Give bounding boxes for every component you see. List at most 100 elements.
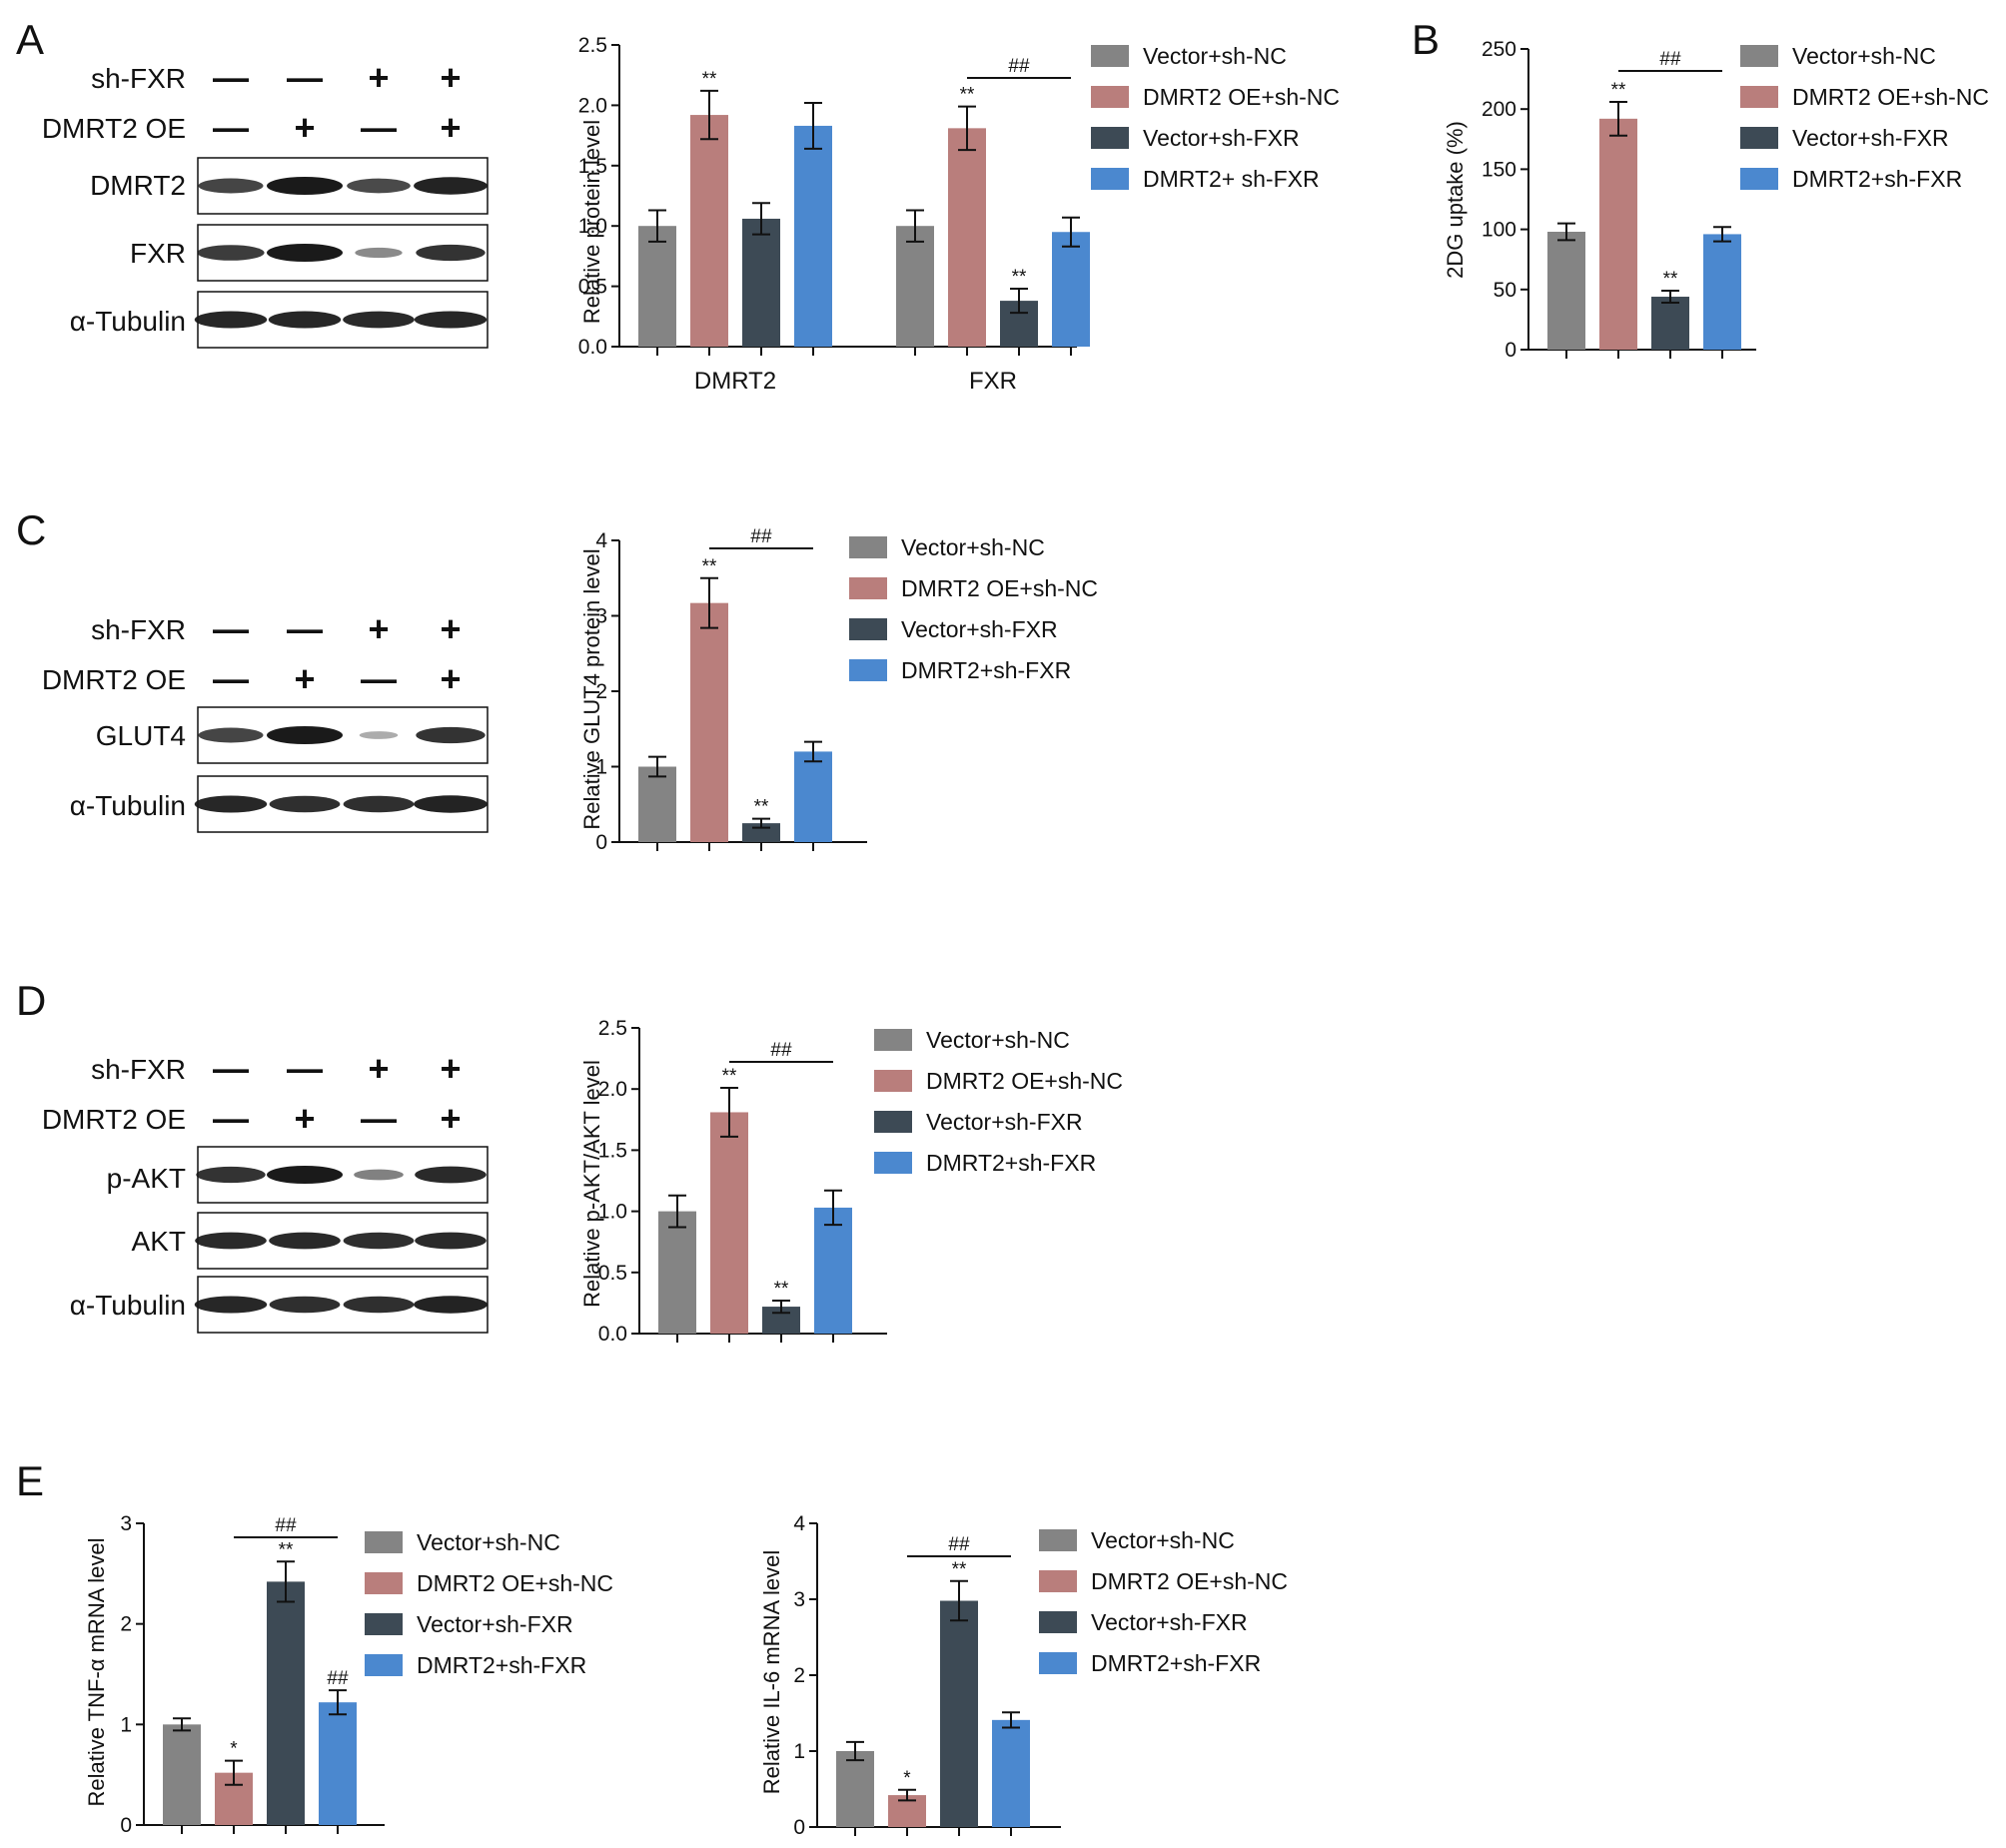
legend-label: DMRT2+sh-FXR (1792, 166, 1962, 192)
sign-sh-fxr-lane-2: — (287, 57, 323, 98)
y-tick-label: 2.0 (598, 1078, 627, 1101)
legend-swatch (1740, 86, 1778, 108)
legend-label: Vector+sh-NC (901, 534, 1045, 560)
bar (267, 1581, 305, 1825)
chart-e1-ylabel: Relative TNF-α mRNA level (84, 1537, 109, 1806)
blot-band-lane-2 (267, 1166, 343, 1184)
y-tick-label: 150 (1482, 158, 1516, 181)
bar (710, 1112, 748, 1334)
bar (690, 602, 728, 842)
significance-label: ** (774, 1279, 789, 1300)
legend-swatch (1039, 1529, 1077, 1551)
sign-dmrt2-oe-lane-2: + (294, 107, 315, 148)
legend-swatch (874, 1152, 912, 1174)
blot-band-lane-4 (414, 177, 488, 195)
sign-dmrt2-oe-lane-3: — (361, 107, 397, 148)
dmrt2-oe-row-label: DMRT2 OE (42, 1104, 186, 1135)
legend-swatch (849, 659, 887, 681)
bar (690, 115, 728, 348)
y-tick-label: 2 (595, 680, 607, 703)
sign-sh-fxr-lane-1: — (213, 57, 249, 98)
sign-sh-fxr-lane-3: + (368, 608, 389, 649)
legend-label: DMRT2+sh-FXR (417, 1652, 586, 1678)
y-tick-label: 0.0 (598, 1323, 627, 1346)
sign-dmrt2-oe-lane-3: — (361, 658, 397, 699)
y-tick-label: 0 (120, 1814, 132, 1837)
blot-band-lane-1 (198, 178, 264, 194)
bar (794, 751, 832, 842)
sign-sh-fxr-lane-2: — (287, 1048, 323, 1089)
significance-label: ** (702, 69, 717, 90)
legend-label: Vector+sh-FXR (1792, 125, 1949, 151)
legend-swatch (1039, 1611, 1077, 1633)
y-tick-label: 2 (793, 1664, 805, 1687)
blot-band-lane-3 (347, 178, 411, 194)
legend-swatch (1091, 168, 1129, 190)
significance-label: ** (1663, 269, 1678, 290)
blot-band-lane-4 (415, 1232, 487, 1250)
sign-dmrt2-oe-lane-1: — (213, 1098, 249, 1139)
sign-sh-fxr-lane-2: — (287, 608, 323, 649)
sign-dmrt2-oe-lane-4: + (440, 1098, 461, 1139)
y-tick-label: 0.5 (578, 276, 607, 299)
significance-label: ** (722, 1066, 737, 1087)
legend-swatch (1740, 168, 1778, 190)
legend-swatch (1091, 127, 1129, 149)
bar (658, 1211, 696, 1334)
y-tick-label: 4 (793, 1512, 805, 1535)
dmrt2-oe-row-label: DMRT2 OE (42, 664, 186, 695)
band-row-fxr (197, 244, 486, 262)
legend-label: Vector+sh-FXR (1091, 1609, 1248, 1635)
blot-label-dmrt2: DMRT2 (90, 170, 186, 201)
sign-dmrt2-oe-lane-1: — (213, 658, 249, 699)
sign-sh-fxr-lane-1: — (213, 1048, 249, 1089)
legend-swatch (874, 1111, 912, 1133)
sh-fxr-row-label: sh-FXR (91, 614, 186, 645)
bracket-label: ## (1659, 49, 1681, 70)
y-tick-label: 3 (595, 605, 607, 628)
legend-label: Vector+sh-NC (1792, 43, 1936, 69)
legend-label: DMRT2 OE+sh-NC (926, 1068, 1123, 1094)
blot-band-lane-1 (197, 245, 265, 261)
significance-label: ** (952, 1559, 967, 1580)
chart-e-tnf-alpha: Relative TNF-α mRNA level 0123***####Vec… (84, 1512, 613, 1837)
legend-swatch (365, 1654, 403, 1676)
legend-label: DMRT2+sh-FXR (1091, 1650, 1261, 1676)
blot-band-lane-3 (354, 1169, 404, 1181)
blot-band-lane-2 (268, 311, 342, 329)
panel-label-e: E (16, 1457, 44, 1504)
bar (1052, 232, 1090, 347)
y-tick-label: 0.5 (598, 1262, 627, 1285)
bar (896, 226, 934, 347)
panel-label-b: B (1412, 16, 1440, 63)
western-blot-a: sh-FXR DMRT2 OE — — + + — + — + DMRT2 FX… (42, 57, 489, 349)
significance-label: ## (327, 1668, 349, 1689)
blot-band-lane-4 (414, 1296, 488, 1314)
sign-dmrt2-oe-lane-4: + (440, 107, 461, 148)
bracket-label: ## (948, 1534, 970, 1555)
legend-label: Vector+sh-FXR (926, 1109, 1083, 1135)
sign-dmrt2-oe-lane-4: + (440, 658, 461, 699)
bar (1651, 297, 1689, 350)
significance-label: ** (1012, 267, 1027, 288)
y-tick-label: 0 (1504, 339, 1516, 362)
blot-band-lane-3 (343, 795, 415, 813)
blot-band-lane-4 (416, 726, 486, 744)
blot-band-lane-2 (267, 177, 343, 195)
blot-band-lane-1 (196, 1166, 266, 1184)
significance-label: ** (754, 797, 769, 818)
significance-label: * (903, 1768, 911, 1789)
legend-label: Vector+sh-NC (1143, 43, 1287, 69)
bracket-label: ## (750, 526, 772, 547)
y-tick-label: 1 (120, 1713, 132, 1736)
legend-swatch (849, 618, 887, 640)
blot-band-lane-4 (415, 1166, 487, 1184)
legend-label: DMRT2+sh-FXR (926, 1150, 1096, 1176)
legend-label: DMRT2+sh-FXR (901, 657, 1071, 683)
legend-label: Vector+sh-FXR (417, 1611, 573, 1637)
chart-a-protein-level: Relative protein level 0.0 0.5 1.0 1.5 2.0 2.… (578, 34, 1340, 395)
chart-a-ylabel: Relative protein level (579, 120, 604, 324)
blot-band-lane-1 (194, 311, 268, 329)
significance-label: ** (1611, 80, 1626, 101)
